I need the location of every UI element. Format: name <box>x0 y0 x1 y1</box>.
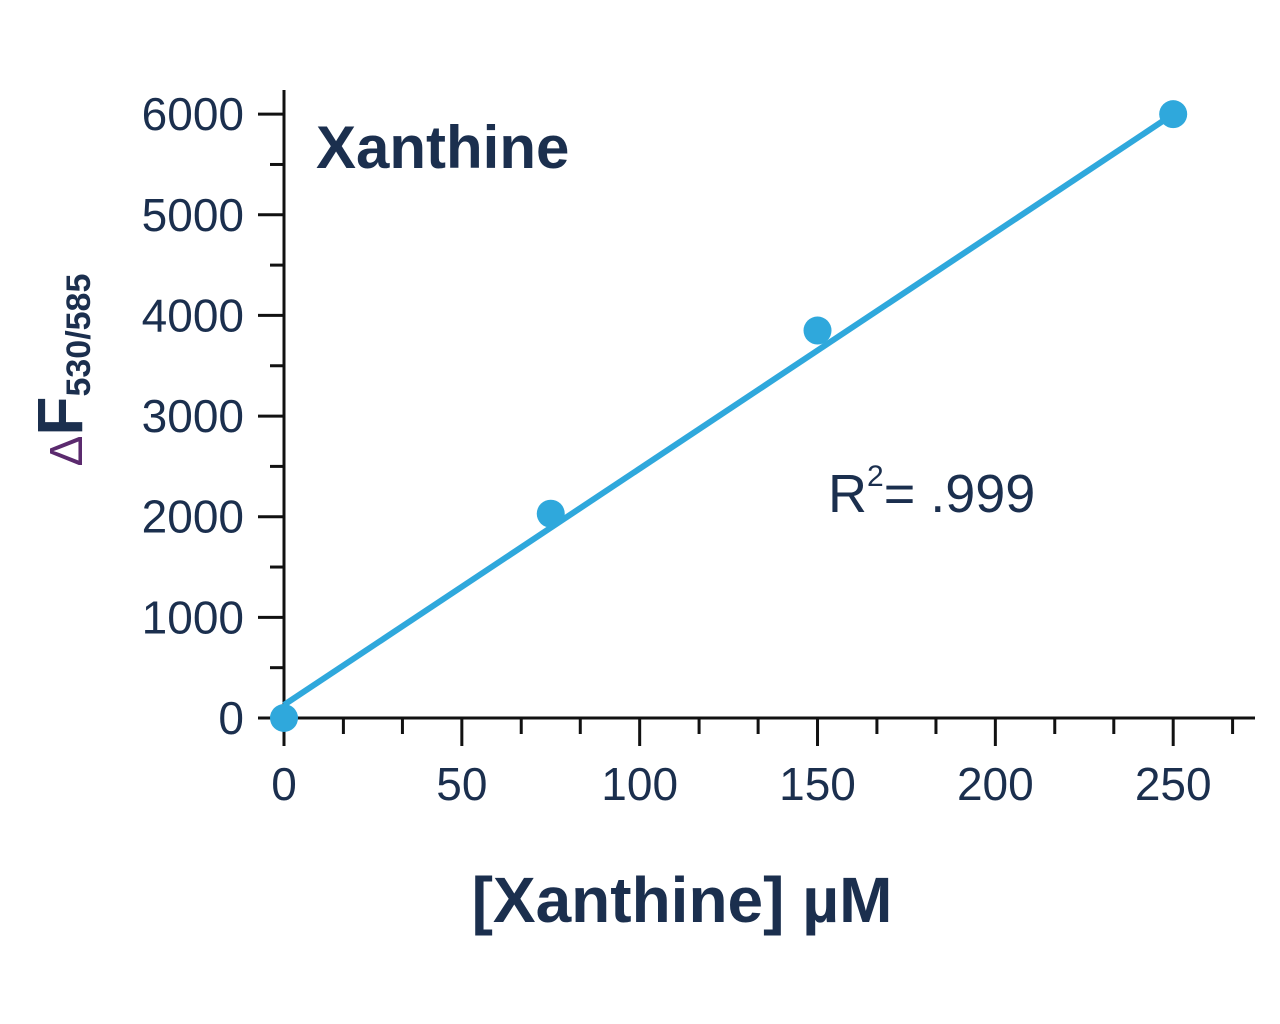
x-tick-label: 200 <box>957 758 1034 810</box>
x-tick-label: 250 <box>1135 758 1212 810</box>
x-tick-label: 100 <box>601 758 678 810</box>
y-tick-label: 0 <box>218 692 244 744</box>
y-tick-label: 1000 <box>142 591 244 643</box>
data-point <box>1159 100 1188 129</box>
x-axis-label: [Xanthine] µM <box>472 864 893 936</box>
y-tick-label: 6000 <box>142 88 244 140</box>
x-tick-label: 0 <box>271 758 297 810</box>
y-tick-label: 5000 <box>142 189 244 241</box>
y-label-symbol: Δ <box>40 436 92 467</box>
data-point <box>803 316 832 345</box>
annotation-sup: 2 <box>867 460 884 493</box>
data-point <box>536 499 565 528</box>
y-label-main: F <box>24 397 96 436</box>
annotation-base: R <box>828 464 867 524</box>
y-axis-label: ΔF530/585 <box>24 274 98 467</box>
annotation-rest: = .999 <box>884 464 1036 524</box>
y-label-sub: 530/585 <box>60 274 98 397</box>
y-tick-label: 3000 <box>142 390 244 442</box>
data-point <box>270 704 298 732</box>
annotation: R2= .999 <box>828 460 1035 524</box>
x-tick-label: 150 <box>779 758 856 810</box>
y-tick-label: 4000 <box>142 289 244 341</box>
x-tick-label: 50 <box>436 758 487 810</box>
fit-line <box>282 111 1175 708</box>
chart-title: Xanthine <box>316 114 569 181</box>
y-tick-label: 2000 <box>142 491 244 543</box>
